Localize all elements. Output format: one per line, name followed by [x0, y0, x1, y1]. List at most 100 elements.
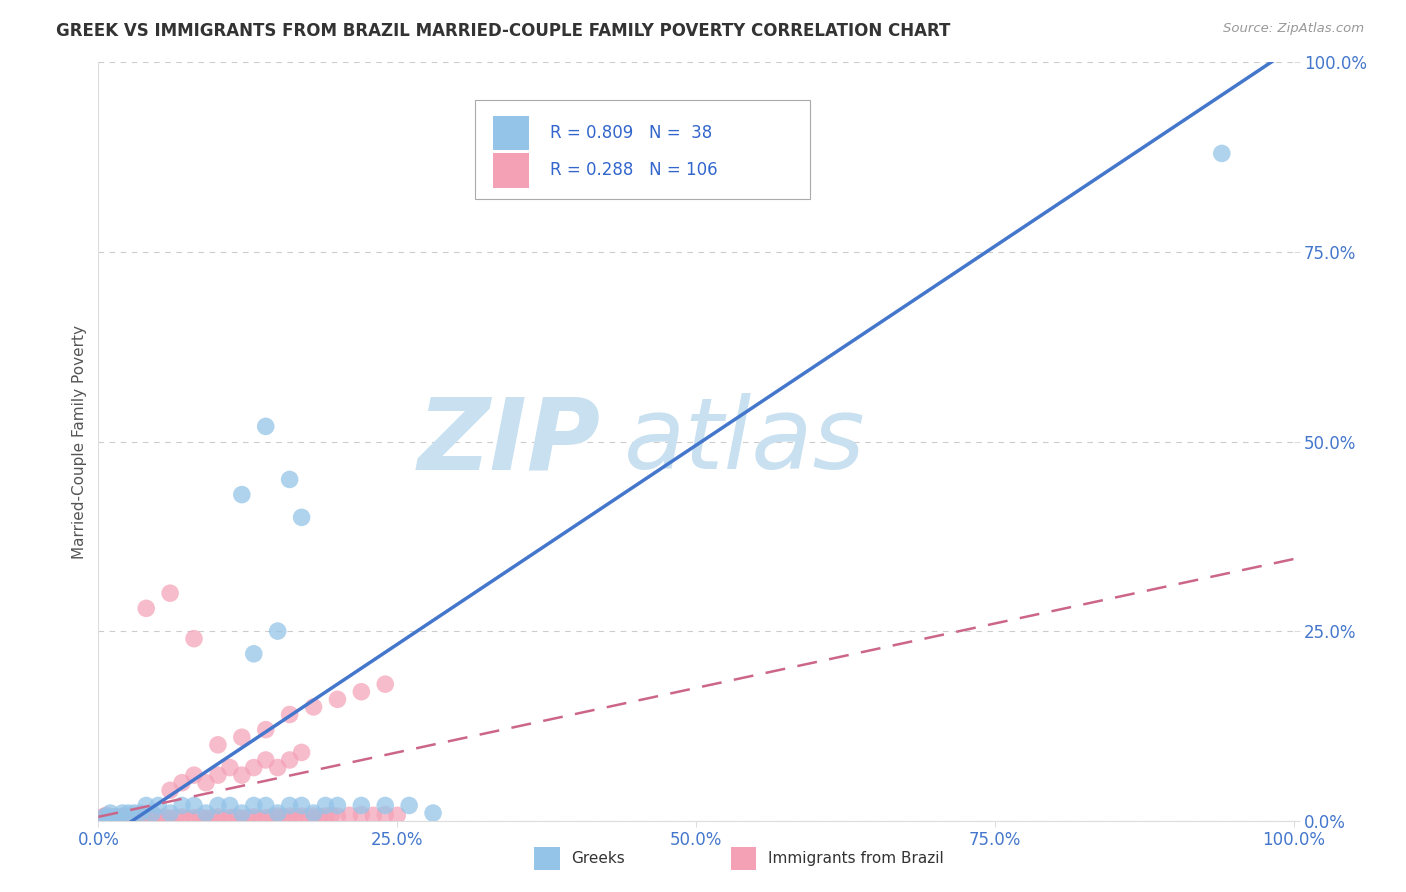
- Point: [136, 811, 159, 825]
- Y-axis label: Married-Couple Family Poverty: Married-Couple Family Poverty: [72, 325, 87, 558]
- FancyBboxPatch shape: [475, 101, 810, 199]
- Point: [124, 806, 146, 821]
- Point: [302, 699, 325, 714]
- Point: [278, 473, 301, 487]
- Point: [374, 798, 396, 813]
- Point: [110, 811, 132, 825]
- Point: [117, 811, 139, 825]
- Point: [201, 811, 224, 825]
- Point: [134, 810, 156, 824]
- Point: [93, 809, 115, 823]
- Point: [339, 808, 361, 822]
- Point: [315, 798, 337, 813]
- Point: [254, 811, 277, 825]
- Point: [111, 806, 134, 821]
- Point: [117, 806, 139, 821]
- Point: [127, 810, 149, 824]
- Point: [212, 811, 235, 825]
- Point: [249, 811, 271, 825]
- Point: [118, 811, 141, 825]
- Point: [131, 810, 153, 824]
- Point: [183, 632, 205, 646]
- Point: [374, 677, 396, 691]
- Point: [131, 811, 153, 825]
- Point: [159, 811, 181, 825]
- Point: [148, 798, 170, 813]
- Point: [120, 810, 142, 824]
- Point: [135, 798, 157, 813]
- Point: [142, 811, 165, 825]
- Point: [108, 810, 131, 824]
- Point: [159, 783, 181, 797]
- Text: R = 0.809   N =  38: R = 0.809 N = 38: [550, 124, 713, 142]
- Point: [105, 810, 128, 824]
- Text: Immigrants from Brazil: Immigrants from Brazil: [768, 852, 943, 866]
- Point: [145, 810, 167, 824]
- Point: [1211, 146, 1233, 161]
- Point: [243, 810, 266, 824]
- Point: [278, 798, 301, 813]
- Point: [207, 798, 229, 813]
- Point: [278, 753, 301, 767]
- Point: [195, 806, 218, 821]
- Text: ZIP: ZIP: [418, 393, 600, 490]
- Point: [321, 808, 343, 822]
- Point: [98, 810, 121, 824]
- Text: Greeks: Greeks: [571, 852, 624, 866]
- Point: [135, 811, 157, 825]
- Bar: [494, 115, 529, 150]
- Point: [107, 811, 129, 825]
- Point: [125, 811, 148, 825]
- Point: [308, 810, 330, 824]
- Point: [107, 811, 129, 825]
- Point: [94, 810, 117, 824]
- Point: [105, 810, 128, 824]
- Point: [231, 730, 253, 744]
- Point: [326, 798, 349, 813]
- Point: [195, 811, 218, 825]
- Point: [129, 811, 152, 825]
- Point: [225, 810, 247, 824]
- Point: [350, 807, 373, 822]
- Point: [254, 753, 277, 767]
- Point: [183, 768, 205, 782]
- Point: [115, 810, 138, 824]
- Point: [398, 798, 420, 813]
- Point: [267, 624, 290, 639]
- Point: [350, 685, 373, 699]
- Point: [231, 487, 253, 501]
- Point: [219, 760, 242, 774]
- Point: [267, 809, 290, 823]
- Point: [183, 811, 205, 825]
- Point: [273, 810, 295, 824]
- Point: [122, 811, 145, 825]
- Point: [278, 707, 301, 722]
- Point: [139, 811, 162, 825]
- Point: [98, 811, 122, 825]
- Point: [254, 723, 277, 737]
- Point: [114, 811, 136, 825]
- Point: [96, 808, 118, 822]
- Point: [172, 798, 194, 813]
- Point: [129, 806, 152, 821]
- Point: [97, 811, 120, 825]
- Point: [112, 810, 135, 824]
- Point: [104, 811, 127, 825]
- Text: GREEK VS IMMIGRANTS FROM BRAZIL MARRIED-COUPLE FAMILY POVERTY CORRELATION CHART: GREEK VS IMMIGRANTS FROM BRAZIL MARRIED-…: [56, 22, 950, 40]
- Text: R = 0.288   N = 106: R = 0.288 N = 106: [550, 161, 718, 179]
- Point: [153, 810, 176, 824]
- Point: [284, 810, 307, 824]
- Point: [111, 811, 134, 825]
- Point: [291, 809, 314, 823]
- Point: [236, 811, 259, 825]
- Point: [267, 806, 290, 821]
- Point: [98, 806, 122, 821]
- Point: [141, 810, 163, 824]
- Point: [302, 809, 325, 823]
- Point: [188, 810, 211, 824]
- Point: [326, 809, 349, 823]
- Point: [363, 808, 385, 822]
- Point: [139, 811, 162, 825]
- Point: [93, 810, 115, 824]
- Point: [260, 810, 283, 824]
